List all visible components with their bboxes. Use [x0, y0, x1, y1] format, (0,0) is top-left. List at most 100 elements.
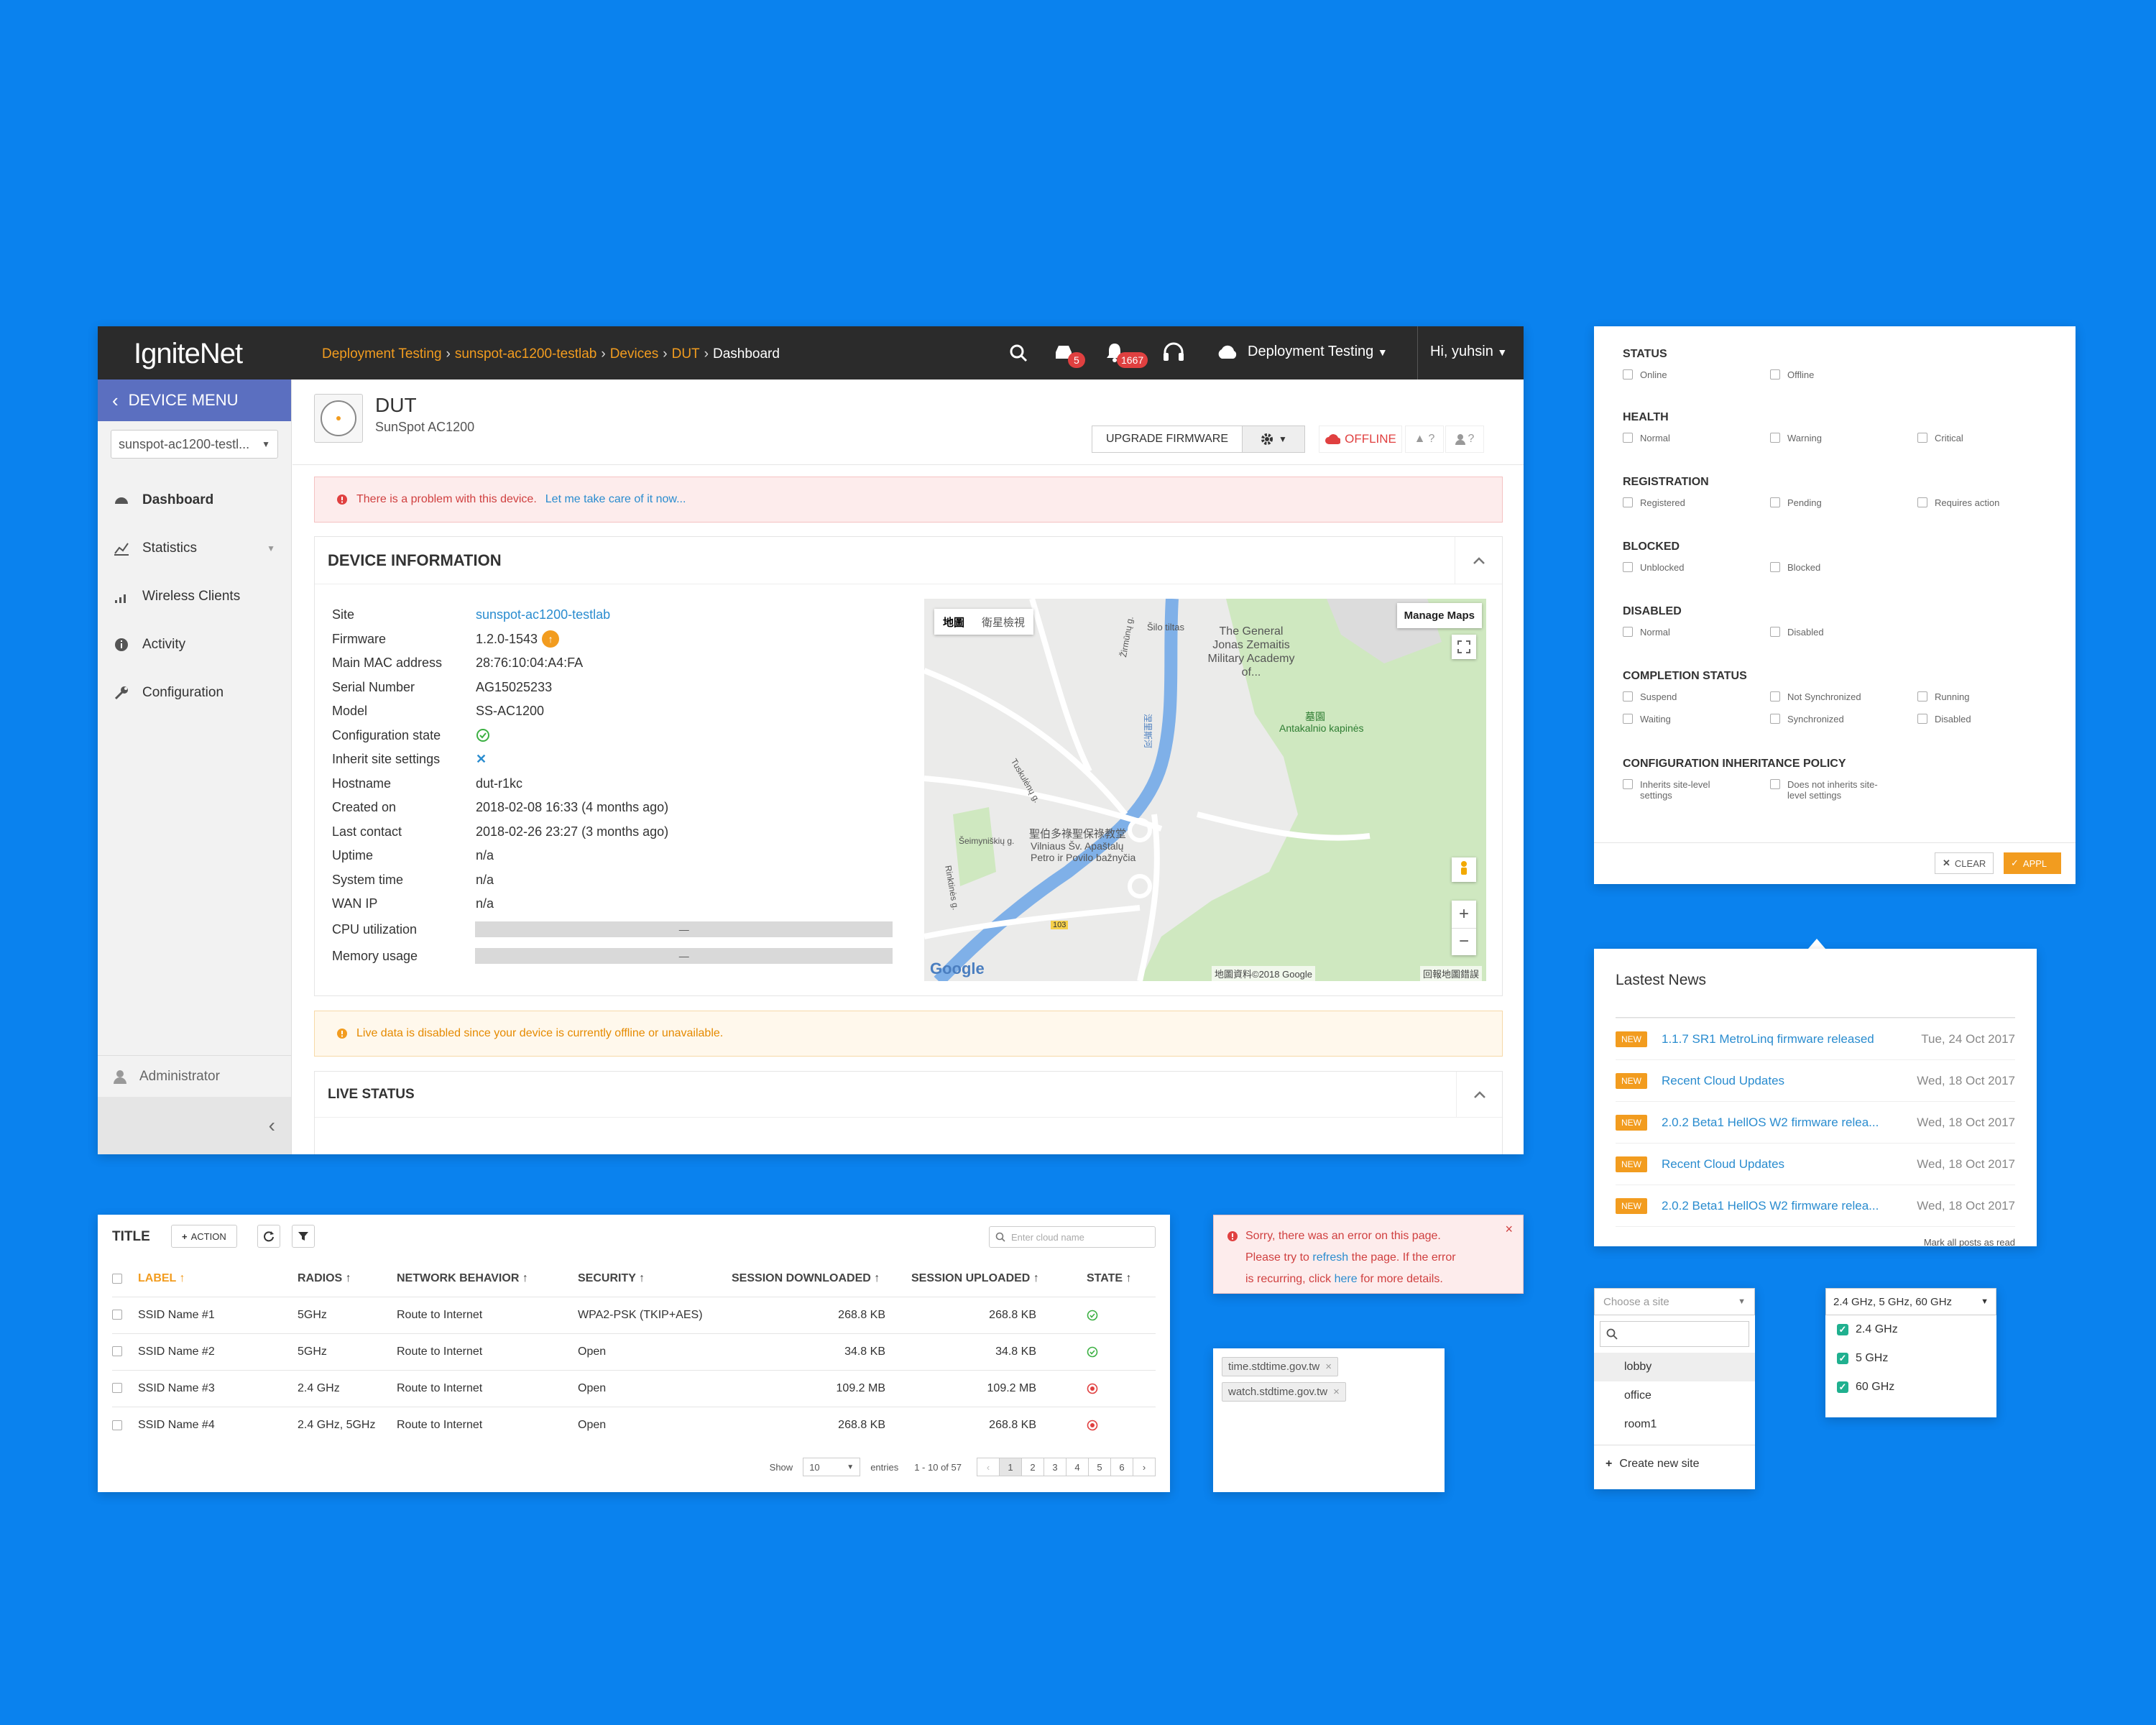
table-row[interactable]: SSID Name #4 2.4 GHz, 5GHz Route to Intern… [112, 1406, 1156, 1443]
filter-option[interactable]: Not Synchronized [1770, 691, 1917, 702]
filter-clear-button[interactable]: ✕ CLEAR [1935, 852, 1994, 874]
tag-input[interactable]: time.stdtime.gov.tw × watch.stdtime.gov.t… [1213, 1348, 1445, 1492]
checkbox[interactable] [1623, 779, 1633, 789]
site-select-trigger[interactable]: Choose a site ▼ [1594, 1288, 1755, 1315]
zoom-out-button[interactable]: − [1458, 932, 1469, 952]
filter-option[interactable]: Disabled [1770, 627, 1917, 638]
collapse-button[interactable] [1456, 1071, 1502, 1118]
filter-option[interactable]: Unblocked [1623, 562, 1770, 573]
news-item-title[interactable]: 2.0.2 Beta1 HellOS W2 firmware relea... [1662, 1115, 1879, 1129]
checkbox[interactable] [1770, 433, 1780, 443]
filter-option[interactable]: Does not inherits site-level settings [1770, 779, 1917, 801]
sidebar-item-configuration[interactable]: Configuration [98, 668, 291, 717]
filter-button[interactable] [292, 1225, 315, 1248]
column-header-label[interactable]: LABEL ↑ [138, 1271, 185, 1284]
checkbox[interactable] [1917, 433, 1927, 443]
news-item-title[interactable]: 1.1.7 SR1 MetroLinq firmware released [1662, 1031, 1874, 1046]
filter-option[interactable]: Online [1623, 369, 1770, 380]
filter-option[interactable]: Critical [1917, 433, 2065, 443]
column-header-security[interactable]: SECURITY ↑ [578, 1271, 645, 1284]
device-menu-header[interactable]: ‹ DEVICE MENU [98, 380, 291, 421]
checkbox[interactable] [1623, 627, 1633, 637]
checkbox[interactable] [1623, 562, 1633, 572]
sidebar-item-dashboard[interactable]: Dashboard [98, 476, 291, 524]
page-button[interactable]: 5 [1088, 1458, 1111, 1476]
filter-option[interactable]: Pending [1770, 497, 1917, 508]
filter-option[interactable]: Suspend [1623, 691, 1770, 702]
page-button[interactable]: 1 [999, 1458, 1022, 1476]
checkbox[interactable] [1770, 369, 1780, 380]
mark-all-read-link[interactable]: Mark all posts as read [1616, 1226, 2015, 1248]
table-action-button[interactable]: + ACTION [171, 1225, 237, 1248]
table-row[interactable]: SSID Name #2 5GHz Route to Internet Open 34.… [112, 1333, 1156, 1370]
create-new-site-button[interactable]: + Create new site [1594, 1445, 1755, 1482]
support-icon[interactable] [1161, 342, 1186, 362]
site-option[interactable]: office [1624, 1389, 1651, 1402]
checkbox[interactable] [1770, 627, 1780, 637]
page-prev-button[interactable]: ‹ [977, 1458, 1000, 1476]
site-option[interactable]: room1 [1624, 1418, 1657, 1430]
sidebar-footer-user[interactable]: Administrator [98, 1055, 291, 1097]
close-icon[interactable]: × [1333, 1386, 1340, 1398]
checkbox[interactable] [1917, 691, 1927, 702]
table-row[interactable]: SSID Name #3 2.4 GHz Route to Internet Open… [112, 1369, 1156, 1407]
news-item-title[interactable]: 2.0.2 Beta1 HellOS W2 firmware relea... [1662, 1198, 1879, 1213]
filter-option[interactable]: Normal [1623, 627, 1770, 638]
close-icon[interactable]: × [1325, 1361, 1332, 1373]
checkbox[interactable] [1623, 497, 1633, 507]
sidebar-item-statistics[interactable]: Statistics ▼ [98, 524, 291, 572]
frequency-option[interactable]: ✓ 60 GHz [1825, 1373, 1996, 1402]
sidebar-item-activity[interactable]: Activity [98, 620, 291, 668]
filter-option[interactable]: Disabled [1917, 714, 2065, 724]
column-header-radios[interactable]: RADIOS ↑ [298, 1271, 351, 1284]
page-button[interactable]: 4 [1066, 1458, 1089, 1476]
filter-option[interactable]: Offline [1770, 369, 1917, 380]
checkbox[interactable] [1623, 691, 1633, 702]
checkbox[interactable] [1770, 779, 1780, 789]
checkbox[interactable] [1623, 433, 1633, 443]
checkbox-checked[interactable]: ✓ [1837, 1381, 1848, 1393]
checkbox[interactable] [1623, 714, 1633, 724]
news-item[interactable]: NEW 2.0.2 Beta1 HellOS W2 firmware relea.… [1616, 1101, 2015, 1143]
row-checkbox[interactable] [112, 1310, 122, 1320]
upgrade-available-icon[interactable]: ↑ [542, 630, 560, 648]
filter-option[interactable]: Synchronized [1770, 714, 1917, 724]
frequency-option[interactable]: ✓ 2.4 GHz [1825, 1315, 1996, 1344]
inbox-icon[interactable] [1054, 344, 1074, 361]
user-menu[interactable]: Hi, yuhsin ▼ [1430, 344, 1507, 360]
filter-option[interactable]: Waiting [1623, 714, 1770, 724]
close-icon[interactable]: × [1505, 1222, 1513, 1236]
filter-option[interactable]: Blocked [1770, 562, 1917, 573]
page-next-button[interactable]: › [1133, 1458, 1156, 1476]
fullscreen-icon[interactable] [1452, 635, 1476, 659]
collapse-button[interactable] [1455, 536, 1502, 584]
site-search-input[interactable] [1600, 1321, 1749, 1347]
problem-alert-link[interactable]: Let me take care of it now... [545, 493, 686, 505]
checkbox[interactable] [1623, 369, 1633, 380]
org-dropdown[interactable]: Deployment Testing ▼ [1248, 344, 1388, 360]
filter-apply-button[interactable]: ✓ APPL [2004, 852, 2061, 874]
zoom-in-button[interactable]: + [1452, 901, 1476, 929]
news-item-title[interactable]: Recent Cloud Updates [1662, 1073, 1785, 1087]
news-item[interactable]: NEW Recent Cloud Updates Wed, 18 Oct 2017 [1616, 1143, 2015, 1184]
table-search-input[interactable]: Enter cloud name [989, 1226, 1156, 1248]
row-checkbox[interactable] [112, 1383, 122, 1394]
checkbox[interactable] [1917, 497, 1927, 507]
table-row[interactable]: SSID Name #1 5GHz Route to Internet WPA2-PS… [112, 1296, 1156, 1333]
pegman-icon[interactable] [1452, 857, 1476, 882]
checkbox[interactable] [1770, 691, 1780, 702]
users-indicator[interactable]: ? [1445, 426, 1484, 453]
search-icon[interactable] [1009, 344, 1028, 362]
page-button[interactable]: 2 [1021, 1458, 1044, 1476]
device-settings-button[interactable]: ▼ [1242, 426, 1305, 453]
upgrade-firmware-button[interactable]: UPGRADE FIRMWARE [1092, 426, 1243, 453]
satellite-tab[interactable]: 衛星檢視 [982, 616, 1026, 629]
refresh-button[interactable] [257, 1225, 280, 1248]
row-checkbox[interactable] [112, 1346, 122, 1357]
filter-option[interactable]: Normal [1623, 433, 1770, 443]
breadcrumb-site[interactable]: sunspot-ac1200-testlab [454, 346, 597, 362]
news-item[interactable]: NEW Recent Cloud Updates Wed, 18 Oct 2017 [1616, 1059, 2015, 1101]
page-button[interactable]: 3 [1044, 1458, 1067, 1476]
frequency-select-trigger[interactable]: 2.4 GHz, 5 GHz, 60 GHz ▼ [1825, 1288, 1996, 1315]
filter-option[interactable]: Requires action [1917, 497, 2065, 508]
